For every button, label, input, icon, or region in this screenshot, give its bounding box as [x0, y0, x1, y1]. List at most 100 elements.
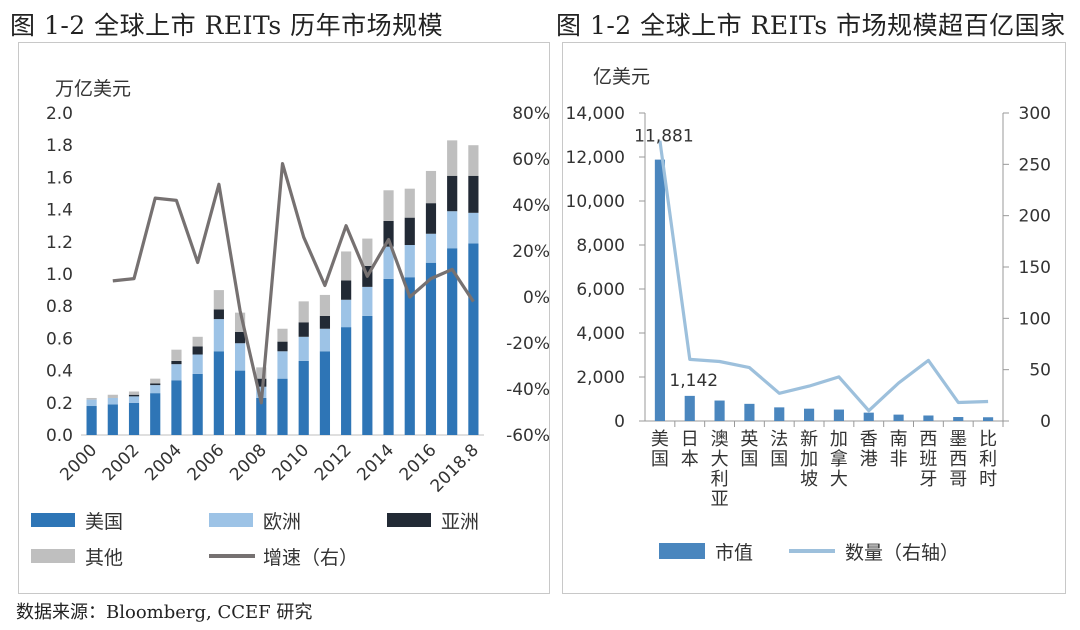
bar-us: [234, 370, 246, 435]
legend-swatch: [209, 513, 253, 527]
market-cap-bar: [654, 159, 665, 422]
x-tick-label: 2012: [311, 440, 356, 485]
data-label: 11,881: [634, 127, 693, 147]
bar-asia: [213, 309, 224, 320]
right-y-tick-label: 0%: [523, 288, 549, 308]
left-y-tick-label: 1.0: [46, 265, 73, 285]
bar-eu: [234, 343, 246, 371]
bar-asia: [468, 175, 479, 213]
legend-swatch: [659, 543, 705, 559]
bar-eu: [362, 286, 373, 316]
legend-label: 增速（右）: [263, 547, 358, 569]
bar-other: [447, 140, 458, 176]
x-tick-label: 南非: [890, 429, 908, 470]
bar-asia: [128, 394, 140, 397]
bar-eu: [425, 233, 437, 263]
market-cap-bar: [744, 403, 755, 421]
market-cap-bar: [863, 412, 874, 421]
left-y-tick-label: 14,000: [566, 104, 625, 124]
bar-eu: [150, 385, 161, 394]
x-tick-label: 2002: [99, 440, 144, 485]
bar-asia: [298, 322, 309, 337]
bar-other: [383, 190, 394, 221]
bar-eu: [383, 246, 394, 279]
x-tick-label: 英国: [740, 429, 758, 470]
right-y-tick-label: 50: [1029, 361, 1051, 381]
left-y-tick-label: 1.4: [46, 201, 73, 221]
bar-us: [362, 315, 373, 435]
bar-asia: [447, 175, 458, 212]
bar-eu: [192, 354, 203, 374]
market-cap-bar: [983, 417, 994, 421]
bar-asia: [256, 378, 267, 387]
x-tick-label: 2018.8: [427, 440, 483, 496]
bar-eu: [447, 211, 458, 249]
bar-asia: [341, 280, 352, 300]
bar-asia: [234, 331, 246, 344]
market-cap-bar: [953, 417, 964, 421]
left-y-tick-label: 0.0: [46, 426, 73, 446]
bar-eu: [171, 364, 182, 381]
x-tick-label: 澳大利亚: [711, 429, 729, 510]
left-y-tick-label: 0: [614, 412, 625, 432]
left-chart-panel: 万亿美元 0.0 0.2 0.4 0.6 0.8 1.0 1.2 1.4 1.6 1.8 2.0 -60…: [18, 42, 550, 594]
bar-us: [404, 277, 415, 435]
x-tick-label: 美国: [651, 429, 669, 470]
x-tick-label: 2010: [269, 440, 314, 485]
right-chart-svg: 亿美元 0 2,000 4,000 6,000 8,000 10,000 12,000 14,0…: [566, 66, 1051, 564]
bar-asia: [192, 346, 203, 355]
market-cap-bar: [893, 414, 904, 421]
bar-us: [319, 351, 331, 435]
bar-eu: [128, 396, 140, 403]
left-y-tick-label: 4,000: [576, 324, 625, 344]
left-y-tick-label: 10,000: [566, 192, 625, 212]
right-y-tick-label: 300: [1019, 104, 1051, 124]
bar-eu: [107, 397, 118, 405]
x-tick-label: 加拿大: [830, 429, 848, 490]
right-y-tick-label: 80%: [512, 104, 549, 124]
left-y-tick-label: 0.6: [46, 329, 73, 349]
bar-other: [298, 301, 309, 323]
x-tick-label: 日本: [681, 429, 699, 470]
bar-other: [468, 145, 479, 176]
left-y-tick-label: 0.8: [46, 297, 73, 317]
legend-label: 数量（右轴）: [845, 542, 959, 564]
right-chart-title: 图 1-2 全球上市 REITs 市场规模超百亿国家: [556, 11, 1066, 40]
right-y-tick-label: 250: [1019, 155, 1051, 175]
left-y-tick-label: 6,000: [576, 280, 625, 300]
left-y-tick-label: 0.2: [46, 394, 73, 414]
right-y-tick-label: 150: [1019, 258, 1051, 278]
bar-us: [107, 404, 118, 435]
bar-other: [192, 336, 203, 347]
right-y-tick-label: 20%: [512, 242, 549, 262]
source-note: 数据来源：Bloomberg, CCEF 研究: [16, 602, 313, 623]
bar-eu: [319, 328, 331, 352]
left-chart-svg: 万亿美元 0.0 0.2 0.4 0.6 0.8 1.0 1.2 1.4 1.6 1.8 2.0 -60…: [31, 78, 549, 569]
left-y-tick-label: 2,000: [576, 368, 625, 388]
bar-other: [277, 328, 288, 342]
right-y-tick-label: -60%: [506, 426, 549, 446]
x-tick-label: 墨西哥: [949, 429, 967, 490]
bar-us: [383, 278, 394, 435]
bar-other: [213, 290, 224, 310]
legend-label: 欧洲: [263, 511, 301, 533]
bar-other: [128, 391, 140, 395]
bar-asia: [425, 203, 437, 234]
bar-us: [341, 327, 352, 435]
left-chart-title: 图 1-2 全球上市 REITs 历年市场规模: [10, 11, 444, 40]
market-cap-bar: [804, 408, 815, 421]
x-tick-label: 2014: [353, 440, 398, 485]
bar-us: [192, 373, 203, 435]
bar-other: [256, 367, 267, 379]
bar-other: [362, 238, 373, 266]
bar-us: [298, 360, 309, 435]
left-y-tick-label: 1.6: [46, 168, 73, 188]
x-tick-label: 香港: [860, 429, 878, 470]
right-y-tick-label: 200: [1019, 207, 1051, 227]
legend-label: 美国: [85, 511, 123, 533]
bar-other: [171, 349, 182, 361]
legend-label: 市值: [715, 542, 753, 564]
bar-us: [468, 243, 479, 435]
bar-other: [341, 251, 352, 281]
bar-us: [150, 393, 161, 435]
